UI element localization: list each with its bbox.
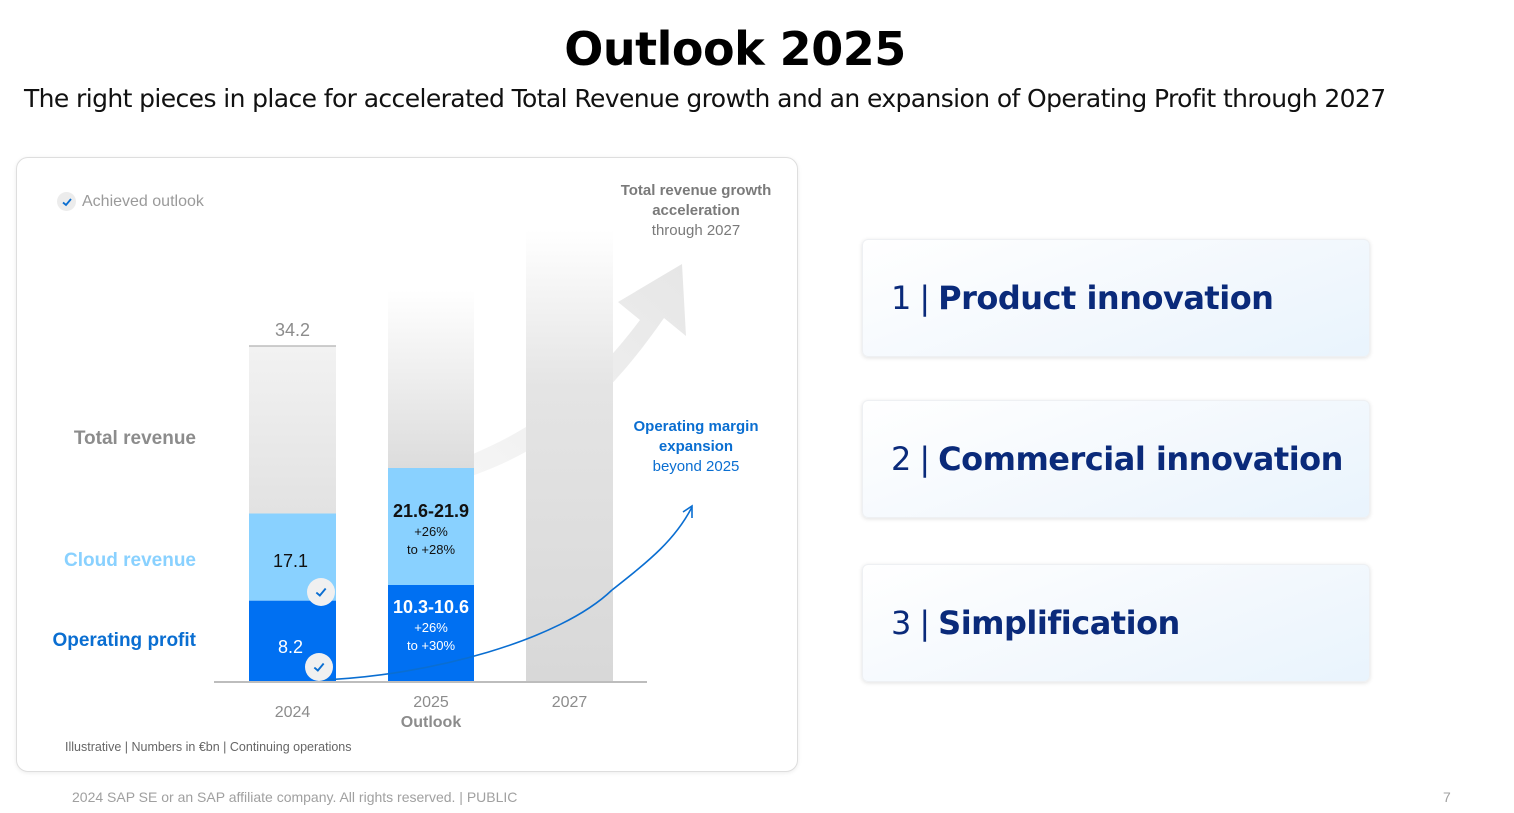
legend: Achieved outlook <box>57 192 204 211</box>
growth-label-2025-cloud: +26% <box>414 524 448 539</box>
annotation-margin-expansion: Operating margin expansion beyond 2025 <box>606 417 786 477</box>
pillar-separator: | <box>919 440 931 478</box>
data-label-2025-op: 10.3-10.6 <box>392 597 470 617</box>
achieved-check-icon <box>307 578 335 606</box>
pillar-product-innovation: 1 | Product innovation <box>862 239 1370 357</box>
copyright-footer: 2024 SAP SE or an SAP affiliate company.… <box>72 789 518 805</box>
page-title: Outlook 2025 <box>564 22 906 76</box>
annotation-revenue-growth-line3: through 2027 <box>651 222 741 239</box>
row-label-operating-profit: Operating profit <box>52 630 196 651</box>
x-tick-2027: 2027 <box>551 694 588 711</box>
page-subtitle: The right pieces in place for accelerate… <box>24 84 1386 113</box>
annotation-margin-line1: Operating margin <box>633 418 759 435</box>
pillar-number: 2 <box>891 440 912 478</box>
pillar-simplification: 3 | Simplification <box>862 564 1370 682</box>
bar-2025-total-revenue <box>388 290 474 468</box>
annotation-revenue-growth: Total revenue growth acceleration throug… <box>606 181 786 241</box>
annotation-revenue-growth-line2: acceleration <box>652 202 740 219</box>
annotation-revenue-growth-line1: Total revenue growth <box>620 182 772 199</box>
margin-arrowhead-icon <box>682 504 693 518</box>
achieved-check-icon <box>305 653 333 681</box>
data-label-2025-cloud: 21.6-21.9 <box>392 501 470 521</box>
margin-arrow-icon <box>611 506 693 591</box>
pillar-number: 3 <box>891 604 912 642</box>
pillar-separator: | <box>919 279 931 317</box>
x-tick-2025: 2025 <box>413 694 449 711</box>
bar-2024-total-revenue <box>249 346 336 514</box>
growth-label-2025-cloud-2: to +28% <box>406 542 456 557</box>
pillar-commercial-innovation: 2 | Commercial innovation <box>862 400 1370 518</box>
data-label-2024-cloud: 17.1 <box>272 551 309 571</box>
chart-footnote: Illustrative | Numbers in €bn | Continui… <box>65 740 352 754</box>
bar-2025-cloud-revenue <box>388 468 474 585</box>
pillar-name: Commercial innovation <box>938 440 1343 478</box>
x-tick-2025-sublabel: Outlook <box>400 714 462 731</box>
pillar-name: Product innovation <box>938 279 1274 317</box>
data-label-2024-total: 34.2 <box>274 320 311 340</box>
legend-label: Achieved outlook <box>82 192 204 210</box>
pillar-separator: | <box>919 604 931 642</box>
bar-2027-total-revenue <box>526 230 613 681</box>
annotation-margin-line2: expansion <box>658 438 734 455</box>
margin-curve-icon <box>319 589 613 681</box>
x-tick-2024: 2024 <box>274 704 311 721</box>
pillar-number: 1 <box>891 279 912 317</box>
pillar-name: Simplification <box>938 604 1180 642</box>
row-label-cloud-revenue: Cloud revenue <box>64 550 196 571</box>
row-label-total-revenue: Total revenue <box>73 428 196 449</box>
page-number: 7 <box>1443 789 1451 805</box>
bar-2025-operating-profit <box>388 585 474 681</box>
annotation-margin-line3: beyond 2025 <box>652 458 740 475</box>
growth-label-2025-op: +26% <box>414 620 448 635</box>
growth-label-2025-op-2: to +30% <box>406 638 456 653</box>
check-icon <box>57 192 76 211</box>
data-label-2024-op: 8.2 <box>277 637 304 657</box>
